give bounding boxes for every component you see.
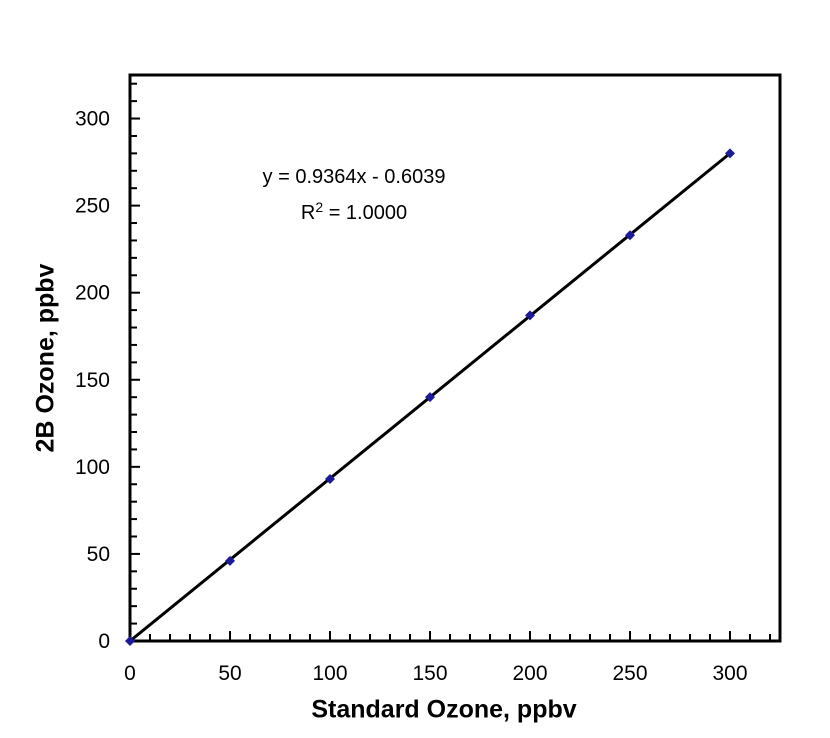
trendline-equation: y = 0.9364x - 0.6039 R2 = 1.0000 xyxy=(204,162,504,228)
x-tick-label: 50 xyxy=(218,662,241,685)
plot-border xyxy=(128,73,782,643)
x-tick-label: 200 xyxy=(512,662,547,685)
y-axis-title: 2B Ozone, ppbv xyxy=(31,263,60,453)
x-tick-label: 0 xyxy=(124,662,136,685)
x-tick-label: 300 xyxy=(712,662,747,685)
r-squared-superscript: 2 xyxy=(315,199,324,215)
x-tick-label: 150 xyxy=(412,662,447,685)
equation-line: y = 0.9364x - 0.6039 xyxy=(262,166,446,188)
x-tick-label: 250 xyxy=(612,662,647,685)
y-tick-label: 0 xyxy=(98,630,110,653)
x-axis-title: Standard Ozone, ppbv xyxy=(311,695,577,724)
data-point-marker xyxy=(325,474,335,485)
y-tick-label: 300 xyxy=(75,108,110,131)
data-point-marker xyxy=(425,392,435,403)
data-point-marker xyxy=(125,636,135,646)
y-tick-label: 250 xyxy=(75,195,110,218)
y-tick-label: 50 xyxy=(87,543,110,566)
data-point-marker xyxy=(725,148,735,159)
y-tick-label: 150 xyxy=(75,369,110,392)
data-point-marker xyxy=(525,310,535,321)
r-squared-line: R2 = 1.0000 xyxy=(300,199,408,224)
x-tick-label: 100 xyxy=(312,662,347,685)
data-point-marker xyxy=(625,230,635,241)
data-point-marker xyxy=(225,555,235,566)
y-tick-label: 100 xyxy=(75,456,110,479)
y-tick-label: 200 xyxy=(75,282,110,305)
